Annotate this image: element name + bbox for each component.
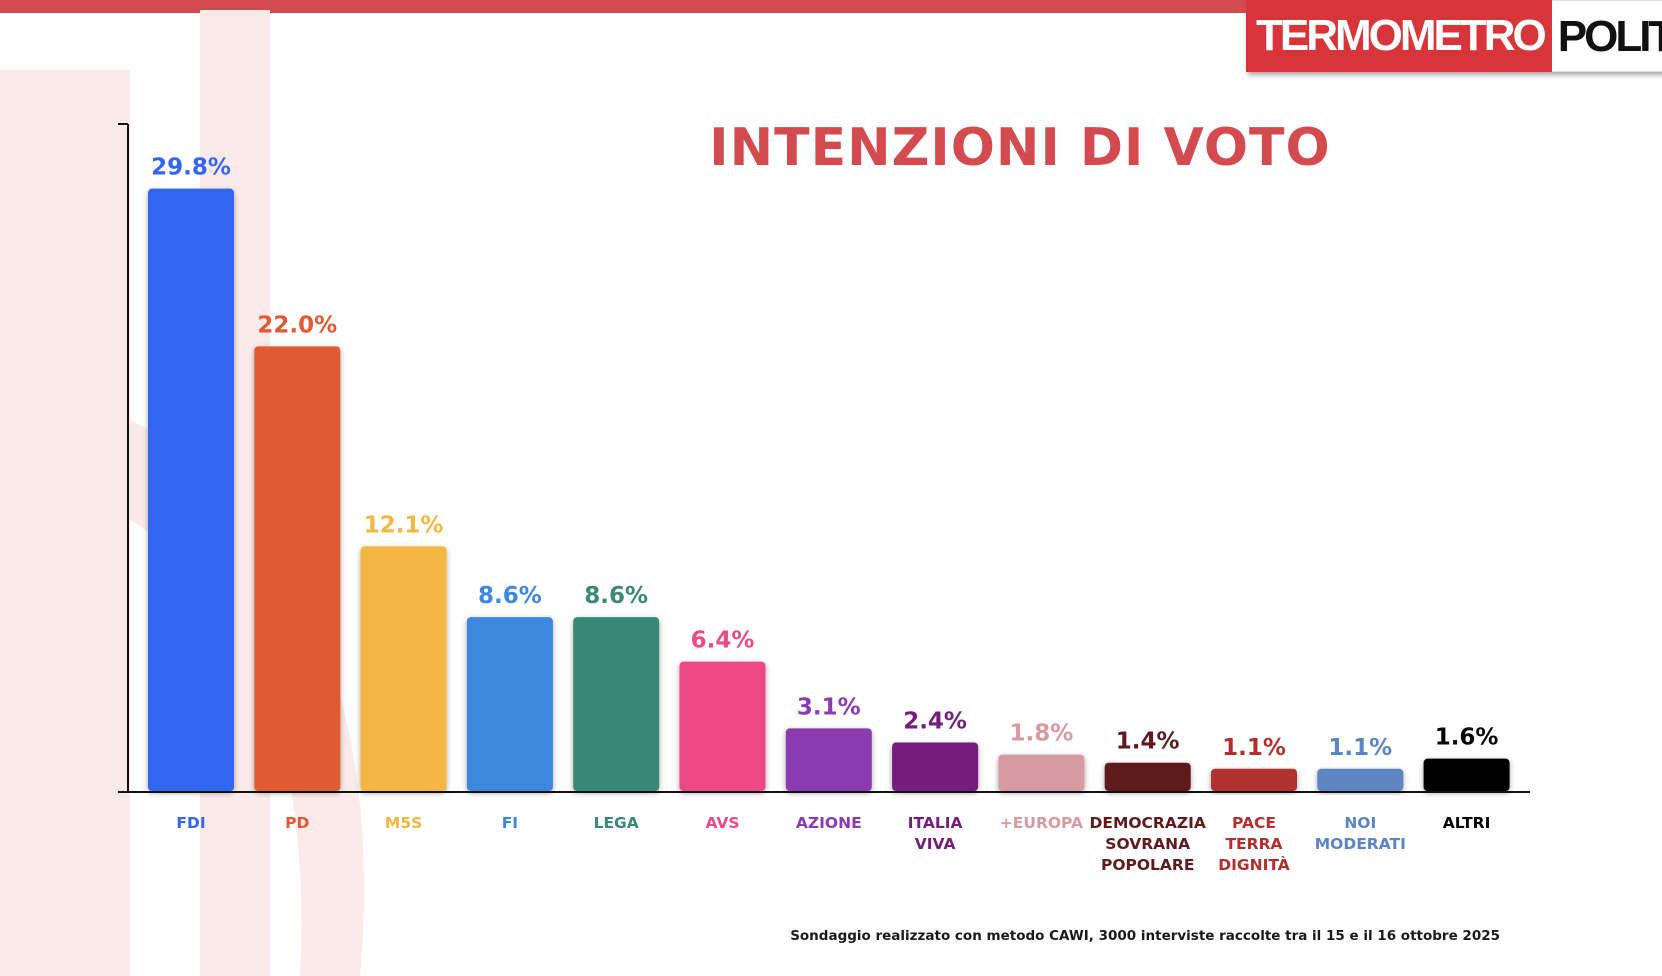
value-label: 6.4%: [691, 628, 755, 654]
bar-lega: [573, 617, 660, 791]
category-label: POPOLARE: [1101, 856, 1194, 874]
bar-pace-terra-dignità: [1211, 768, 1297, 791]
survey-footnote: Sondaggio realizzato con metodo CAWI, 30…: [790, 928, 1500, 944]
category-label: PD: [285, 814, 309, 832]
category-label: AZIONE: [796, 814, 862, 832]
category-label: LEGA: [594, 814, 639, 832]
bar-avs: [679, 661, 766, 791]
bar-democrazia-sovrana-popolare: [1104, 762, 1191, 791]
bar-noi-moderati: [1317, 768, 1404, 791]
category-label: ALTRI: [1443, 814, 1491, 832]
bar-fdi: [148, 188, 234, 792]
category-label: TERRA: [1225, 835, 1282, 853]
value-label: 1.6%: [1435, 725, 1499, 751]
category-label: M5S: [385, 814, 422, 832]
category-label: MODERATI: [1315, 835, 1406, 853]
category-label: DIGNITÀ: [1218, 855, 1289, 874]
bar-italia-viva: [892, 742, 979, 791]
bar-fi: [466, 617, 553, 791]
bar-azione: [785, 728, 872, 791]
value-label: 12.1%: [364, 512, 444, 538]
bar-m5s: [360, 546, 447, 791]
value-label: 29.8%: [151, 155, 231, 181]
value-label: 1.8%: [1010, 721, 1074, 747]
category-label: +EUROPA: [1000, 814, 1083, 832]
category-label: DEMOCRAZIA: [1090, 814, 1206, 832]
bar-altri: [1423, 758, 1510, 791]
bar-+europa: [998, 754, 1085, 791]
value-label: 8.6%: [584, 583, 648, 609]
category-label: FDI: [176, 814, 205, 832]
value-label: 8.6%: [478, 583, 542, 609]
value-label: 3.1%: [797, 694, 861, 720]
logo-part-1: TERMOMETRO: [1246, 0, 1552, 72]
category-label: NOI: [1344, 814, 1376, 832]
category-label: VIVA: [915, 835, 956, 853]
chart-title: INTENZIONI DI VOTO: [709, 118, 1331, 178]
value-label: 22.0%: [257, 312, 337, 338]
value-label: 2.4%: [903, 708, 967, 734]
value-label: 1.4%: [1116, 729, 1180, 755]
bar-pd: [254, 346, 341, 791]
value-label: 1.1%: [1328, 735, 1392, 761]
category-label: FI: [502, 814, 518, 832]
category-label: AVS: [705, 814, 739, 832]
termometro-politico-logo: TERMOMETRO POLITICO: [1246, 0, 1662, 72]
category-label: SOVRANA: [1105, 835, 1190, 853]
category-label: PACE: [1232, 814, 1276, 832]
category-label: ITALIA: [908, 814, 963, 832]
logo-part-2: POLITICO: [1551, 0, 1662, 72]
value-label: 1.1%: [1222, 735, 1286, 761]
